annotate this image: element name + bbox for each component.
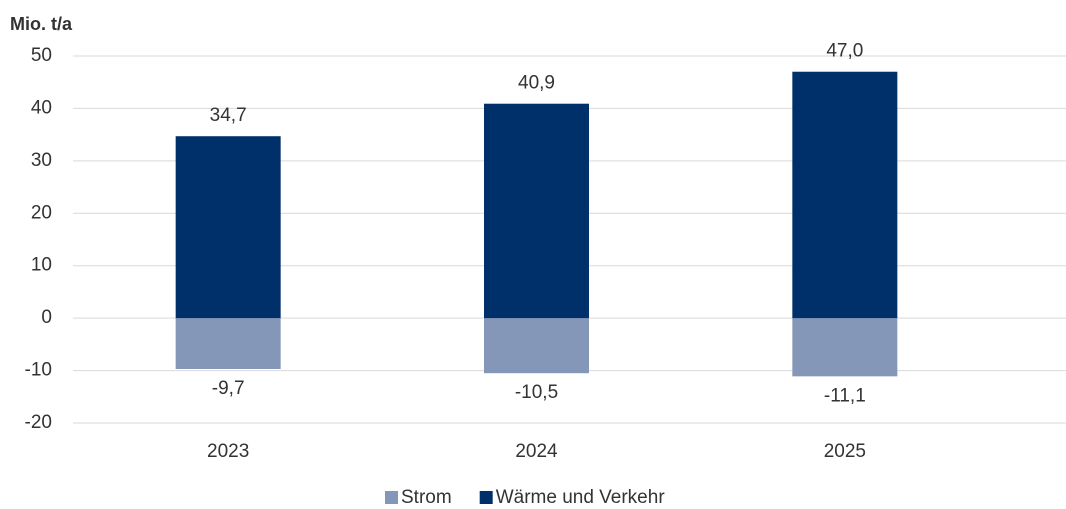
y-tick-label: 30 bbox=[31, 150, 52, 171]
legend-swatch bbox=[385, 491, 398, 504]
x-tick-label: 2025 bbox=[824, 441, 866, 462]
data-label: -11,1 bbox=[824, 385, 866, 406]
bar bbox=[175, 318, 281, 369]
data-label: -10,5 bbox=[515, 382, 558, 403]
y-tick-label: 50 bbox=[31, 45, 52, 66]
y-tick-label: 10 bbox=[31, 255, 52, 276]
bar bbox=[792, 71, 898, 319]
bar bbox=[175, 136, 281, 319]
y-tick-label: 0 bbox=[41, 307, 52, 328]
bar bbox=[484, 318, 589, 374]
legend-swatch bbox=[479, 491, 493, 504]
x-tick-label: 2024 bbox=[515, 441, 558, 462]
y-tick-label: 40 bbox=[31, 97, 52, 118]
legend-label: Wärme und Verkehr bbox=[496, 487, 666, 508]
y-tick-label: 20 bbox=[31, 202, 52, 223]
x-tick-label: 2023 bbox=[207, 441, 249, 462]
data-label: 34,7 bbox=[210, 105, 247, 126]
bar bbox=[484, 103, 589, 319]
data-label: 40,9 bbox=[518, 73, 555, 94]
y-tick-label: -10 bbox=[25, 360, 52, 381]
y-tick-label: -20 bbox=[25, 412, 52, 433]
y-axis-title: Mio. t/a bbox=[10, 14, 73, 34]
bar bbox=[792, 318, 898, 377]
data-label: -9,7 bbox=[212, 378, 245, 399]
data-label: 47,0 bbox=[826, 41, 863, 62]
legend-label: Strom bbox=[401, 487, 452, 508]
